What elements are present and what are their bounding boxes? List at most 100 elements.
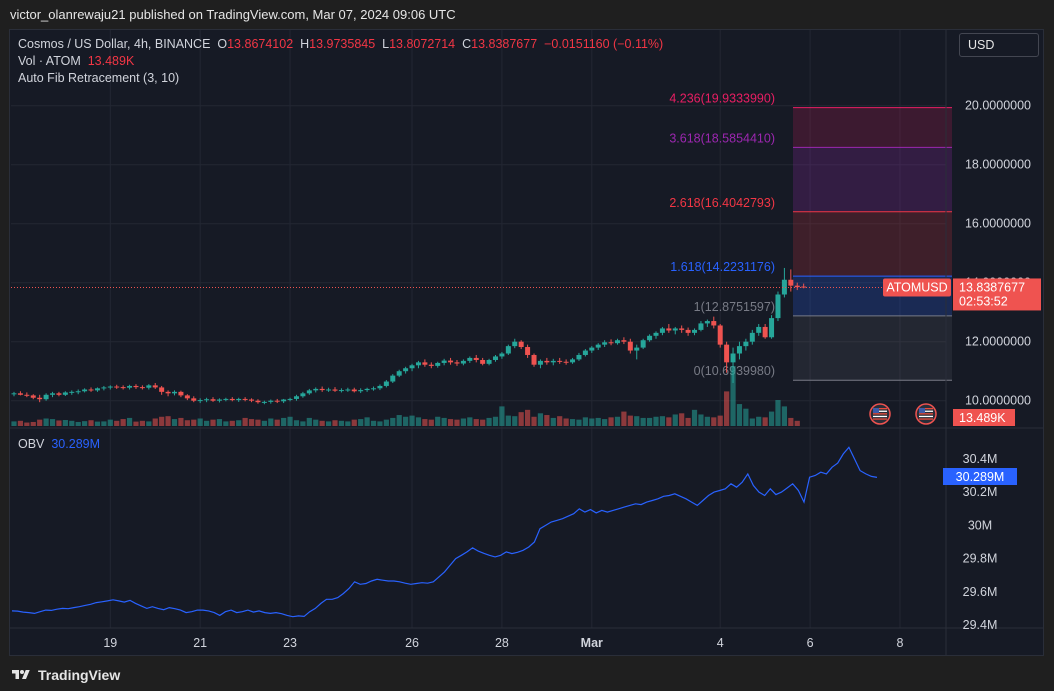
price-candles — [11, 267, 946, 405]
volume-bar — [62, 420, 68, 426]
legend-vol-label[interactable]: Vol · ATOM — [18, 54, 81, 68]
us-flag-icon[interactable] — [869, 403, 891, 425]
volume-bar — [255, 419, 261, 426]
volume-bar — [492, 416, 499, 426]
candle-body — [512, 341, 518, 347]
volume-bar — [788, 417, 794, 426]
legend-row-symbol: Cosmos / US Dollar, 4h, BINANCE O13.8674… — [18, 36, 663, 52]
volume-bar — [666, 417, 672, 426]
candle-body — [133, 385, 139, 388]
volume-bar — [351, 419, 357, 426]
volume-bar — [480, 419, 486, 426]
published-line: victor_olanrewaju21 published on Trading… — [10, 7, 456, 22]
candle-body — [184, 395, 190, 399]
volume-bar — [608, 417, 614, 426]
price-tick-label: 16.0000000 — [965, 217, 1031, 231]
candle-body — [659, 328, 665, 333]
candle-body — [717, 325, 723, 345]
volume-bar — [460, 418, 466, 426]
volume-bar — [576, 419, 582, 426]
legend-symbol[interactable]: Cosmos / US Dollar, 4h, BINANCE — [18, 37, 211, 51]
chart-frame[interactable]: 0(10.6939980)1(12.8751597)1.618(14.22311… — [9, 29, 1044, 656]
candle-body — [300, 393, 306, 397]
legend-vol-value: 13.489K — [87, 54, 135, 68]
volume-bar — [377, 421, 383, 426]
legend-c-value: 13.8387677 — [471, 37, 538, 51]
volume-bar — [126, 417, 133, 426]
fib-level-label: 2.618(16.4042793) — [669, 196, 775, 210]
volume-bar — [338, 420, 345, 426]
time-tick-label: Mar — [581, 636, 603, 650]
obv-tick-label: 29.4M — [963, 618, 998, 632]
legend-obv-label[interactable]: OBV — [18, 437, 45, 451]
fib-zone — [793, 147, 952, 212]
candle-body — [210, 399, 216, 401]
volume-bar — [614, 416, 621, 426]
volume-bar — [139, 420, 145, 426]
volume-bar — [525, 409, 531, 426]
footer-brand[interactable]: TradingView — [10, 664, 120, 686]
candle-body — [338, 390, 344, 392]
candle-body — [69, 391, 75, 393]
volume-tag-value: 13.489K — [959, 411, 1006, 425]
volume-bars — [11, 366, 800, 426]
legend-fib-label[interactable]: Auto Fib Retracement (3, 10) — [18, 71, 180, 85]
price-tag-countdown: 02:53:52 — [959, 294, 1008, 308]
volume-bar — [486, 417, 492, 426]
candle-body — [326, 389, 332, 391]
fib-level-label: 3.618(18.5854410) — [669, 131, 775, 145]
candle-body — [62, 392, 68, 395]
volume-tag-bg — [953, 409, 1015, 426]
candle-body — [120, 387, 126, 389]
candle-body — [422, 362, 428, 365]
volume-bar — [518, 412, 524, 426]
candle-body — [730, 353, 736, 363]
volume-bar — [229, 420, 235, 426]
candle-body — [781, 279, 787, 295]
candle-body — [685, 329, 691, 333]
volume-bar — [191, 419, 197, 426]
us-flag-icon[interactable] — [915, 403, 937, 425]
candle-body — [281, 399, 287, 402]
obv-line — [11, 446, 878, 618]
volume-bar — [43, 418, 49, 426]
obv-tick-label: 30.2M — [963, 485, 998, 499]
candle-body — [287, 398, 293, 400]
volume-bar — [447, 419, 454, 426]
candle-body — [146, 385, 152, 388]
candle-body — [127, 385, 133, 388]
candle-body — [582, 350, 588, 355]
candle-body — [505, 346, 511, 354]
volume-bar — [557, 416, 563, 426]
candle-body — [249, 399, 255, 401]
candle-body — [775, 294, 781, 319]
volume-bar — [332, 420, 338, 426]
symbol-tag-label: ATOMUSD — [886, 280, 947, 294]
chart-canvas[interactable]: 0(10.6939980)1(12.8751597)1.618(14.22311… — [10, 30, 1044, 656]
candle-body — [165, 391, 171, 394]
legend-c-label: C — [462, 37, 472, 51]
volume-bar — [467, 417, 473, 426]
candle-body — [589, 347, 595, 351]
candle-body — [191, 398, 197, 401]
currency-button[interactable]: USD — [959, 33, 1039, 57]
candle-body — [499, 353, 505, 357]
volume-bar — [274, 419, 280, 426]
candle-body — [403, 368, 409, 372]
candle-body — [563, 361, 569, 363]
candle-body — [762, 326, 768, 338]
candle-body — [75, 391, 81, 393]
candle-body — [43, 394, 49, 400]
candle-body — [441, 360, 447, 363]
volume-bar — [184, 420, 190, 426]
flag-stripe — [919, 415, 933, 418]
volume-bar — [223, 421, 229, 426]
candle-body — [50, 393, 56, 395]
price-tick-label: 12.0000000 — [965, 335, 1031, 349]
candle-body — [666, 328, 672, 331]
volume-bar — [17, 420, 24, 426]
volume-bar — [69, 420, 75, 426]
volume-bar — [698, 414, 704, 426]
candle-body — [236, 398, 242, 401]
